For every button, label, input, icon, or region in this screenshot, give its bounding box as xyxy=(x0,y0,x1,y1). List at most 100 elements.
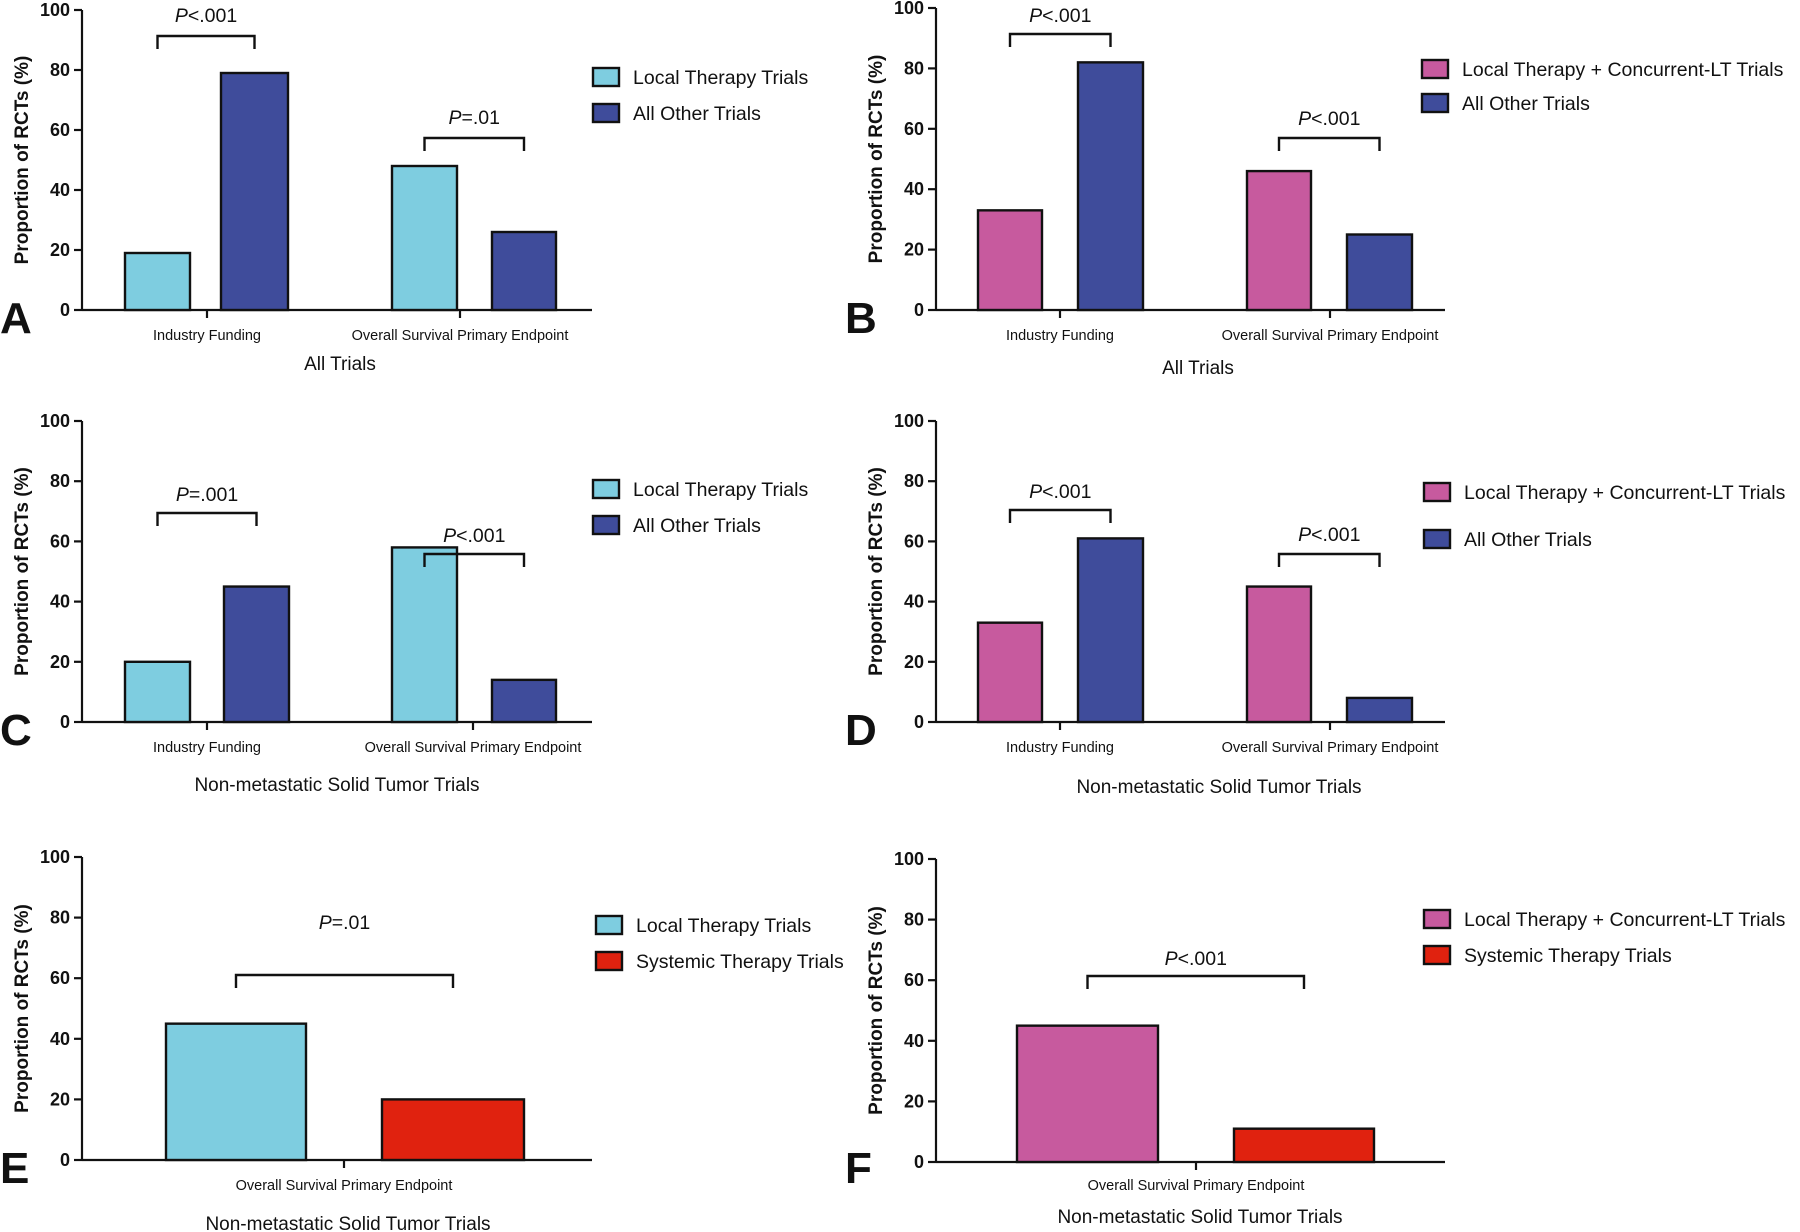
significance-bracket xyxy=(234,973,455,988)
legend-label: Systemic Therapy Trials xyxy=(636,951,844,973)
panel-letter: C xyxy=(0,706,32,755)
y-tick-label: 40 xyxy=(50,1029,70,1049)
y-tick-label: 20 xyxy=(50,240,70,260)
y-tick-label: 40 xyxy=(50,180,70,200)
p-value-number: =.001 xyxy=(189,484,238,506)
x-tick-label: Industry Funding xyxy=(153,740,261,756)
p-value-letter: P xyxy=(175,5,188,27)
y-tick-label: 60 xyxy=(904,970,924,990)
legend-swatch-systemic xyxy=(1422,944,1452,966)
panel-letter: E xyxy=(0,1144,29,1193)
legend-label: All Other Trials xyxy=(1462,93,1590,115)
bar-concurrent-1 xyxy=(1245,585,1313,724)
y-tick-label: 100 xyxy=(894,0,924,18)
x-tick-label: Overall Survival Primary Endpoint xyxy=(1222,740,1439,756)
p-value-label: P<.001 xyxy=(1298,108,1360,130)
p-value-label: P=.01 xyxy=(448,107,500,129)
bar-other-1 xyxy=(1345,696,1414,724)
legend-label: All Other Trials xyxy=(633,103,761,125)
y-tick-label: 0 xyxy=(914,1152,924,1172)
y-tick-label: 40 xyxy=(904,1031,924,1051)
legend-swatch-concurrent xyxy=(1422,908,1452,930)
panel-letter: B xyxy=(845,294,877,343)
y-axis-label: Proportion of RCTs (%) xyxy=(866,467,887,676)
panel-letter: A xyxy=(0,294,32,343)
p-value-label: P=.01 xyxy=(319,912,371,934)
p-value-label: P<.001 xyxy=(1165,948,1227,970)
p-value-letter: P xyxy=(1165,948,1178,970)
x-axis-title: Non-metastatic Solid Tumor Trials xyxy=(194,775,479,796)
p-value-number: <.001 xyxy=(1042,481,1091,503)
panel-letter: D xyxy=(845,706,877,755)
y-tick-label: 60 xyxy=(904,119,924,139)
panel-f: 0 20 40 60 80 100 Proportion of RCTs (%) Overal… xyxy=(845,849,1786,1228)
y-axis-label: Proportion of RCTs (%) xyxy=(866,906,887,1115)
significance-bracket xyxy=(1277,552,1381,567)
p-value-letter: P xyxy=(448,107,461,129)
legend-label: Local Therapy Trials xyxy=(633,479,808,501)
x-tick-label: Industry Funding xyxy=(1006,328,1114,344)
p-value-number: <.001 xyxy=(188,5,237,27)
legend-swatch-other xyxy=(1422,528,1452,550)
panel-b: 0 20 40 60 80 100 Proportion of RCTs (%) Indust… xyxy=(845,0,1784,379)
y-tick-label: 40 xyxy=(904,592,924,612)
p-value-number: <.001 xyxy=(456,525,505,547)
p-value-label: P<.001 xyxy=(1029,5,1091,27)
bar-concurrent-0 xyxy=(976,209,1044,312)
x-axis-title: Non-metastatic Solid Tumor Trials xyxy=(1076,777,1361,798)
y-tick-label: 80 xyxy=(50,60,70,80)
legend-swatch-local xyxy=(591,66,621,88)
y-tick-label: 20 xyxy=(50,652,70,672)
legend-label: Systemic Therapy Trials xyxy=(1464,945,1672,967)
p-value-letter: P xyxy=(443,525,456,547)
p-value-letter: P xyxy=(319,912,332,934)
p-value-letter: P xyxy=(176,484,189,506)
y-tick-label: 100 xyxy=(40,411,70,431)
legend-label: Local Therapy + Concurrent-LT Trials xyxy=(1464,909,1786,931)
bar-local-0 xyxy=(123,251,192,312)
y-tick-label: 60 xyxy=(50,531,70,551)
y-tick-label: 20 xyxy=(50,1089,70,1109)
legend-swatch-local xyxy=(594,914,624,936)
bar-systemic-0 xyxy=(380,1098,526,1162)
legend-label: All Other Trials xyxy=(633,515,761,537)
significance-bracket xyxy=(1086,974,1306,989)
p-value-label: P<.001 xyxy=(1298,524,1360,546)
y-tick-label: 60 xyxy=(50,968,70,988)
bar-local-0 xyxy=(164,1022,308,1162)
p-value-number: <.001 xyxy=(1311,524,1360,546)
legend-label: Local Therapy + Concurrent-LT Trials xyxy=(1464,482,1786,504)
significance-bracket xyxy=(423,552,526,567)
x-tick-label: Overall Survival Primary Endpoint xyxy=(1088,1178,1305,1194)
p-value-letter: P xyxy=(1029,481,1042,503)
bar-other-1 xyxy=(490,230,558,312)
bar-other-0 xyxy=(1076,537,1145,724)
y-tick-label: 0 xyxy=(60,712,70,732)
bar-local-1 xyxy=(390,546,459,724)
y-tick-label: 80 xyxy=(50,471,70,491)
panel-letter: F xyxy=(845,1144,872,1193)
p-value-number: <.001 xyxy=(1311,108,1360,130)
p-value-number: =.01 xyxy=(332,912,371,934)
significance-bracket xyxy=(1277,136,1381,151)
bar-other-1 xyxy=(490,678,558,724)
bar-other-0 xyxy=(1076,61,1145,312)
legend-swatch-local xyxy=(591,478,621,500)
y-tick-label: 60 xyxy=(50,120,70,140)
panel-a: 0 20 40 60 80 100 Proportion of RCTs (%) Indust… xyxy=(0,0,808,375)
significance-bracket xyxy=(1008,32,1112,47)
y-tick-label: 100 xyxy=(894,849,924,869)
bar-other-1 xyxy=(1345,233,1414,312)
y-axis-label: Proportion of RCTs (%) xyxy=(866,55,887,264)
legend-swatch-systemic xyxy=(594,950,624,972)
x-axis-title: All Trials xyxy=(304,354,376,375)
y-tick-label: 0 xyxy=(60,300,70,320)
legend-swatch-other xyxy=(591,514,621,536)
p-value-number: <.001 xyxy=(1178,948,1227,970)
y-tick-label: 20 xyxy=(904,652,924,672)
bar-other-0 xyxy=(222,585,291,724)
y-tick-label: 20 xyxy=(904,1091,924,1111)
p-value-label: P=.001 xyxy=(176,484,238,506)
legend-label: Local Therapy Trials xyxy=(636,915,811,937)
